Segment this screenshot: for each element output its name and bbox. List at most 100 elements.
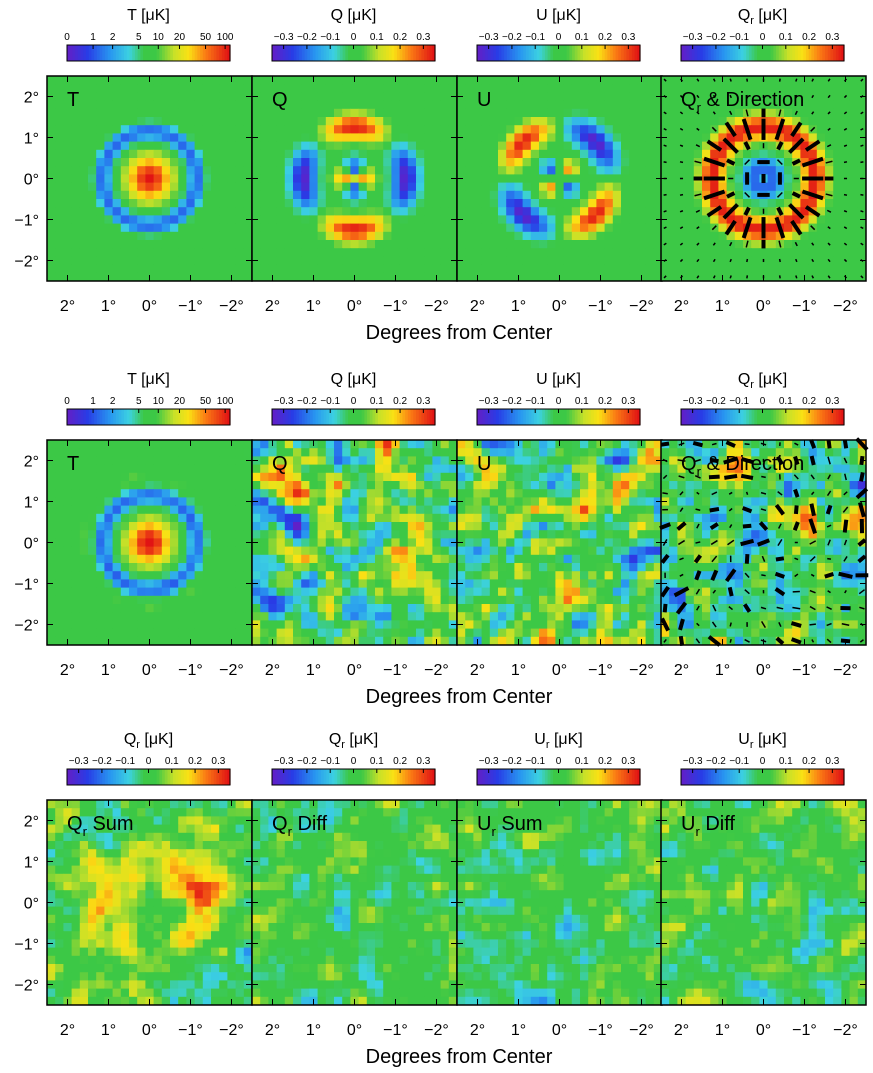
heatmap-cell xyxy=(202,579,212,589)
heatmap-cell xyxy=(178,174,187,184)
heatmap-cell xyxy=(79,604,89,613)
heatmap-cell xyxy=(621,182,630,192)
colorbar-swatch xyxy=(194,409,198,425)
heatmap-cell xyxy=(178,505,187,515)
heatmap-cell xyxy=(718,166,728,175)
heatmap-cell xyxy=(350,207,360,216)
heatmap-cell xyxy=(202,84,212,93)
heatmap-cell xyxy=(260,604,269,613)
heatmap-cell xyxy=(448,440,458,449)
heatmap-cell xyxy=(235,464,245,474)
heatmap-cell xyxy=(440,481,450,490)
heatmap-cell xyxy=(104,497,114,507)
heatmap-cell xyxy=(645,546,655,556)
heatmap-cell xyxy=(235,223,245,233)
heatmap-cell xyxy=(506,272,515,282)
heatmap-cell xyxy=(530,472,540,482)
heatmap-cell xyxy=(841,264,851,274)
heatmap-cell xyxy=(309,223,319,233)
polarization-vector xyxy=(827,226,831,230)
heatmap-cell xyxy=(621,215,630,225)
heatmap-cell xyxy=(677,199,687,208)
heatmap-cell xyxy=(465,489,474,498)
heatmap-cell xyxy=(530,579,540,589)
colorbar-swatch xyxy=(72,409,76,425)
heatmap-cell xyxy=(120,92,130,102)
heatmap-cell xyxy=(539,149,548,159)
heatmap-cell xyxy=(473,190,483,200)
heatmap-cell xyxy=(88,158,97,167)
heatmap-cell xyxy=(547,563,556,572)
heatmap-cell xyxy=(563,571,573,580)
heatmap-cell xyxy=(669,125,678,134)
heatmap-cell xyxy=(71,579,81,589)
heatmap-cell xyxy=(530,522,540,531)
heatmap-cell xyxy=(539,84,548,93)
polarization-vector xyxy=(811,78,815,82)
heatmap-cell xyxy=(522,76,532,85)
heatmap-cell xyxy=(481,579,491,589)
heatmap-cell xyxy=(645,497,655,507)
heatmap-cell xyxy=(399,464,409,474)
heatmap-cell xyxy=(677,117,687,126)
colorbar-swatch xyxy=(618,45,622,61)
heatmap-cell xyxy=(596,182,606,192)
colorbar-tick-label: 0 xyxy=(556,32,562,43)
colorbar-swatch xyxy=(705,45,709,61)
colorbar-swatch xyxy=(91,45,95,61)
heatmap-cell xyxy=(63,133,73,143)
heatmap-cell xyxy=(522,481,532,490)
colorbar-swatch xyxy=(213,45,218,61)
heatmap-cell xyxy=(358,472,368,482)
heatmap-cell xyxy=(849,248,859,257)
heatmap-cell xyxy=(227,587,237,597)
colorbar-swatch xyxy=(140,409,144,425)
heatmap-cell xyxy=(96,522,105,531)
heatmap-cell xyxy=(604,231,614,241)
heatmap-cell xyxy=(629,448,638,457)
colorbar-swatch xyxy=(765,45,769,61)
heatmap-cell xyxy=(808,215,818,225)
heatmap-cell xyxy=(71,84,81,93)
heatmap-cell xyxy=(506,92,515,102)
heatmap-cell xyxy=(629,489,638,498)
heatmap-cell xyxy=(301,571,310,580)
heatmap-cell xyxy=(211,612,220,621)
heatmap-cell xyxy=(440,84,450,93)
heatmap-cell xyxy=(235,92,245,102)
heatmap-cell xyxy=(325,108,335,118)
heatmap-cell xyxy=(170,223,179,233)
heatmap-cell xyxy=(473,199,483,208)
panel-title: Qr & Direction xyxy=(681,89,804,115)
heatmap-cell xyxy=(481,497,491,507)
heatmap-cell xyxy=(506,100,515,110)
colorbar-swatch xyxy=(751,45,755,61)
heatmap-cell xyxy=(604,84,614,93)
heatmap-cell xyxy=(219,497,228,507)
heatmap-cell xyxy=(366,76,376,85)
heatmap-cell xyxy=(301,636,310,646)
heatmap-cell xyxy=(580,240,589,249)
heatmap-cell xyxy=(219,546,228,556)
heatmap-cell xyxy=(448,546,458,556)
heatmap-cell xyxy=(506,264,515,274)
heatmap-cell xyxy=(710,248,719,257)
heatmap-cell xyxy=(145,174,155,184)
heatmap-cell xyxy=(96,636,105,646)
polarization-vector xyxy=(679,144,684,147)
heatmap-cell xyxy=(391,149,401,159)
heatmap-cell xyxy=(530,248,540,257)
heatmap-cell xyxy=(473,248,483,257)
heatmap-cell xyxy=(129,272,138,282)
heatmap-cell xyxy=(808,166,818,175)
heatmap-cell xyxy=(498,481,507,490)
heatmap-cell xyxy=(276,92,286,102)
heatmap-cell xyxy=(260,84,269,93)
heatmap-cell xyxy=(301,100,310,110)
heatmap-cell xyxy=(211,579,220,589)
heatmap-cell xyxy=(96,117,105,126)
colorbar-swatch xyxy=(367,45,371,61)
heatmap-cell xyxy=(448,272,458,282)
heatmap-cell xyxy=(366,117,376,126)
heatmap-cell xyxy=(112,546,122,556)
